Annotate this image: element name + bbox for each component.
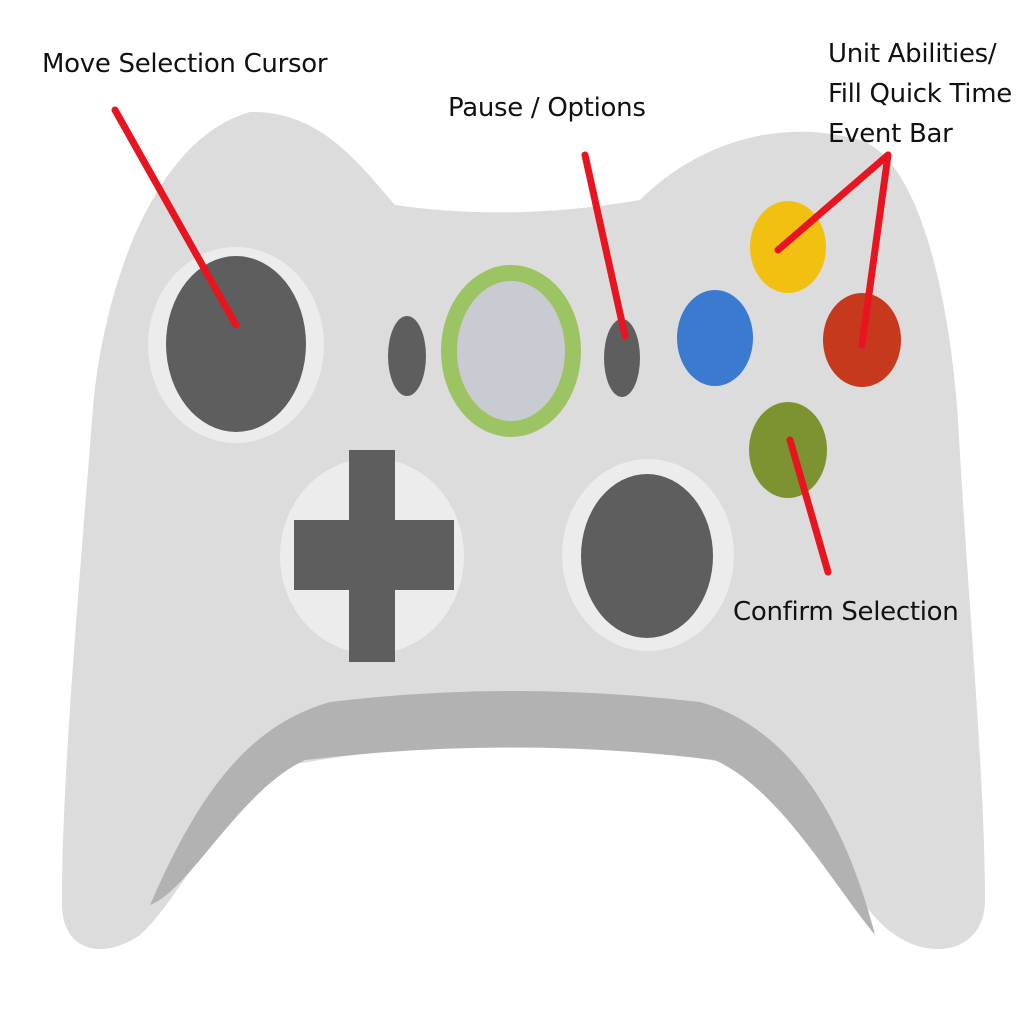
callout-line-pause (581, 151, 629, 340)
label-unit-abilities-line-1: Unit Abilities/ (828, 39, 997, 69)
label-confirm-selection: Confirm Selection (733, 597, 959, 627)
back-button[interactable] (388, 316, 426, 396)
callout-line-move-cursor (111, 106, 240, 329)
label-unit-abilities-line-3: Event Bar (828, 119, 953, 149)
x-button[interactable] (677, 290, 753, 386)
controller-grip-shadow (150, 691, 875, 935)
label-move-cursor: Move Selection Cursor (42, 49, 328, 79)
label-unit-abilities-line-2: Fill Quick Time (828, 79, 1012, 109)
label-unit-abilities: Unit Abilities/ Fill Quick Time Event Ba… (828, 34, 1012, 154)
callout-lines (111, 106, 892, 576)
start-button[interactable] (604, 319, 640, 397)
right-thumbstick-icon[interactable] (581, 474, 713, 638)
callout-line-b (858, 151, 892, 349)
dpad-icon[interactable] (294, 450, 454, 662)
label-pause-options: Pause / Options (448, 93, 646, 123)
a-button[interactable] (749, 402, 827, 498)
callout-line-confirm (786, 436, 832, 576)
guide-button-icon[interactable] (441, 265, 581, 437)
left-thumbstick-icon[interactable] (166, 256, 306, 432)
callout-line-y (774, 151, 892, 254)
